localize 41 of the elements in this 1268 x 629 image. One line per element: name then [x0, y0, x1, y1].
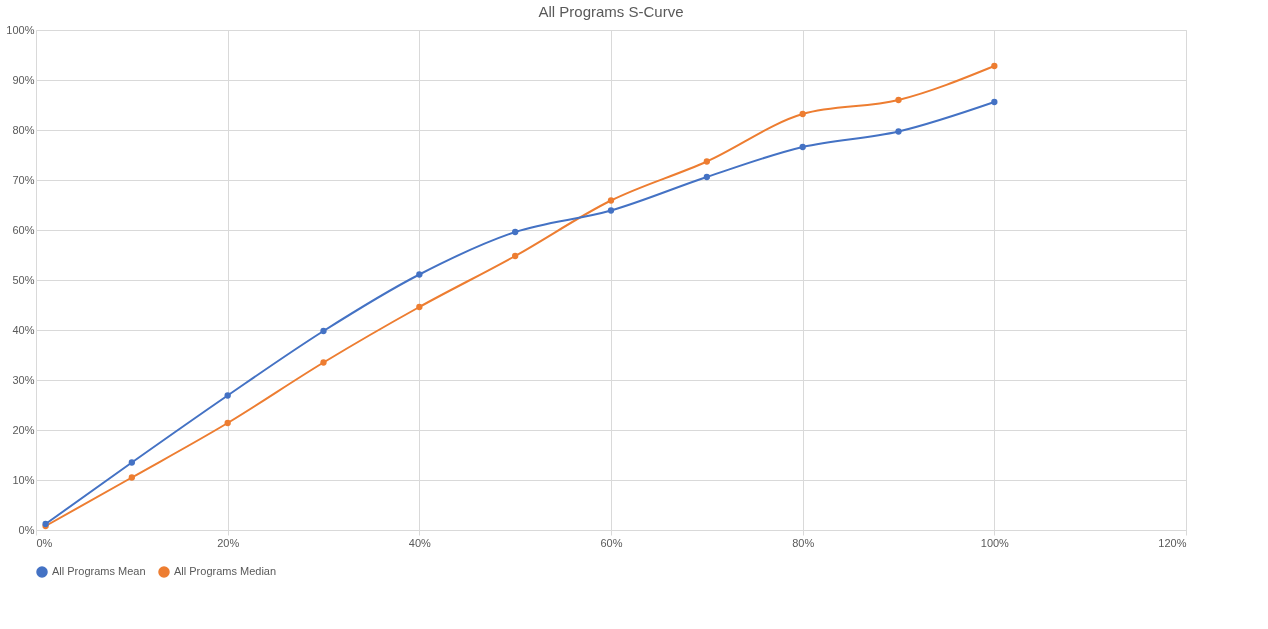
point — [512, 228, 519, 236]
point — [224, 392, 231, 399]
point — [703, 173, 710, 181]
y-tick-label: 0% — [18, 523, 35, 536]
y-tick-label: 90% — [12, 73, 35, 86]
point — [607, 207, 615, 214]
x-tick-label: 60% — [600, 536, 623, 549]
point — [799, 110, 806, 118]
legend-label: All Programs Mean — [52, 565, 146, 577]
y-tick-label: 70% — [12, 173, 35, 186]
point — [320, 327, 327, 335]
y-tick-label: 30% — [12, 373, 35, 386]
point — [607, 197, 615, 204]
point — [128, 474, 135, 481]
point — [895, 96, 902, 104]
x-tick-label: 120% — [1158, 536, 1187, 549]
point — [320, 359, 327, 366]
point — [991, 62, 998, 70]
x-tick-label: 80% — [792, 536, 815, 549]
x-tick-label: 0% — [36, 536, 53, 549]
legend-label: All Programs Median — [174, 565, 277, 577]
x-tick-label: 40% — [408, 536, 432, 549]
point — [895, 128, 902, 135]
x-tick-label: 100% — [980, 536, 1010, 549]
y-tick-label: 60% — [12, 223, 35, 236]
y-tick-label: 50% — [12, 273, 35, 286]
point — [703, 158, 710, 165]
y-tick-label: 80% — [12, 123, 35, 136]
y-tick-label: 40% — [12, 323, 35, 336]
point — [512, 252, 519, 260]
y-tick-label: 100% — [6, 23, 35, 36]
y-tick-label: 20% — [12, 423, 35, 436]
point — [224, 419, 231, 427]
chart-title: All Programs S-Curve — [538, 3, 684, 20]
point — [416, 271, 423, 278]
point — [991, 98, 998, 106]
y-tick-label: 10% — [12, 473, 35, 486]
point — [416, 303, 423, 311]
point — [128, 459, 135, 466]
x-tick-label: 20% — [217, 536, 240, 549]
point — [799, 143, 806, 151]
